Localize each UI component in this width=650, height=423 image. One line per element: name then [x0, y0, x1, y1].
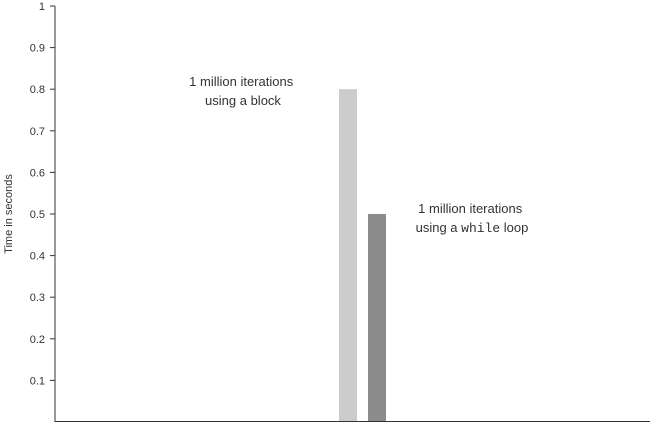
- y-tick-label: 0.4: [30, 251, 45, 263]
- annotation-while-line2-suffix: loop: [500, 220, 528, 235]
- annotation-while-line1: 1 million iterations: [418, 201, 523, 216]
- annotation-while-keyword: while: [461, 221, 500, 236]
- bars: [339, 89, 386, 421]
- annotation-block-line2: using a block: [205, 93, 281, 108]
- y-tick-label: 1: [39, 1, 45, 13]
- y-tick-label: 0.7: [30, 126, 45, 138]
- y-tick-label: 0.6: [30, 167, 45, 179]
- y-tick-label: 0.5: [30, 209, 45, 221]
- annotation-block-line1: 1 million iterations: [189, 74, 294, 89]
- y-tick-label: 0.2: [30, 334, 45, 346]
- annotation-block: 1 million iterations using a block: [189, 74, 297, 108]
- y-tick-label: 0.8: [30, 84, 45, 96]
- y-tick-label: 0.3: [30, 292, 45, 304]
- annotation-while-loop: 1 million iterations using a while loop: [416, 201, 529, 236]
- y-axis-title: Time in seconds: [3, 174, 15, 254]
- y-tick-label: 0.1: [30, 375, 45, 387]
- bar: [368, 214, 386, 421]
- y-axis-ticks: 0.1 0.2 0.3 0.4 0.5 0.6 0.7 0.8 0.9 1: [30, 1, 55, 387]
- annotation-while-line2-prefix: using a: [416, 220, 462, 235]
- y-tick-label: 0.9: [30, 43, 45, 55]
- bar: [339, 89, 357, 421]
